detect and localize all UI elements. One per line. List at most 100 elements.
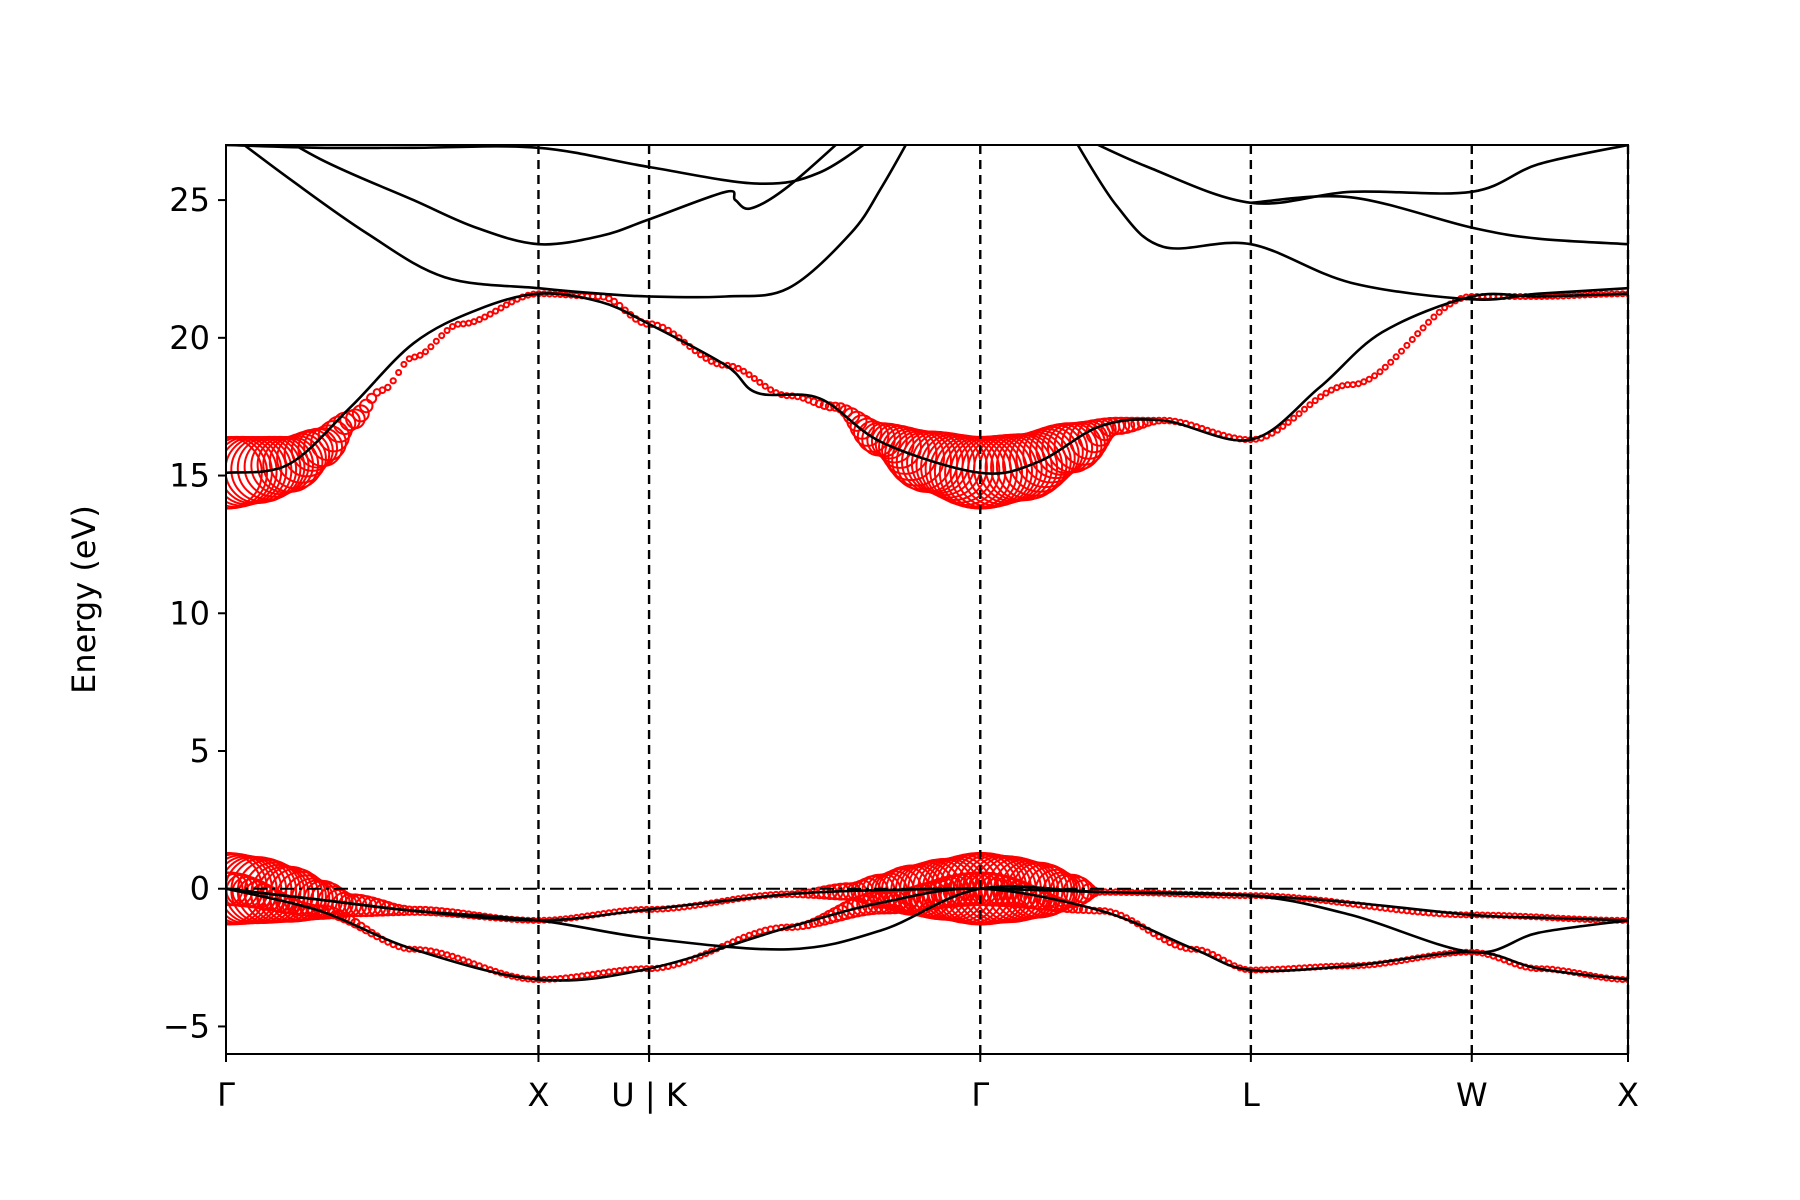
projection-point	[303, 879, 344, 920]
projection-point	[1112, 416, 1131, 435]
projection-point	[475, 316, 483, 323]
projection-point	[1419, 324, 1427, 332]
projection-point	[1306, 401, 1314, 409]
band-line	[226, 145, 866, 186]
projection-point	[1106, 416, 1125, 436]
y-tick-label: 15	[169, 457, 210, 495]
projection-point	[438, 332, 446, 340]
y-tick-label: 20	[169, 319, 210, 357]
projection-point	[1166, 939, 1174, 947]
projection-point	[1130, 416, 1145, 431]
projection-point	[702, 354, 710, 362]
projection-point	[384, 383, 392, 392]
projection-point	[432, 337, 440, 345]
projection-point	[345, 408, 366, 430]
k-point-label: Γ	[971, 1076, 989, 1114]
projection-point	[1301, 405, 1308, 413]
projection-point	[1035, 891, 1056, 911]
projection-point	[1365, 375, 1373, 383]
y-axis: −5 0 5 10 15 20 25	[163, 181, 226, 1045]
y-axis-label: Energy (eV)	[65, 505, 103, 694]
projection-point	[1136, 416, 1149, 429]
y-tick-label: 25	[169, 181, 210, 219]
projection-point	[416, 351, 424, 359]
projection-point	[378, 386, 387, 395]
projection-point	[740, 367, 748, 375]
band-line	[1076, 145, 1628, 301]
y-tick-label: 0	[190, 870, 210, 908]
projection-point	[814, 399, 824, 409]
projection-point	[884, 427, 938, 482]
projection-point	[366, 392, 378, 404]
projection-point	[486, 310, 494, 318]
projection-point	[389, 377, 397, 385]
projection-point	[395, 369, 403, 376]
projection-point	[1392, 353, 1400, 361]
projection-point	[1143, 416, 1154, 427]
projection-point	[1322, 389, 1330, 397]
projection-point	[1381, 363, 1389, 371]
projection-point	[268, 434, 324, 490]
projection-point	[808, 917, 819, 928]
projection-point	[1360, 378, 1368, 386]
projection-point	[492, 307, 500, 315]
projection-point	[1430, 313, 1438, 321]
y-tick-label: 10	[169, 594, 210, 632]
projection-point	[761, 382, 769, 390]
plot-frame	[225, 144, 1629, 1055]
projection-point	[1311, 397, 1319, 405]
projection-point	[1042, 893, 1060, 912]
projection-point	[756, 378, 764, 386]
projection-point	[1376, 368, 1384, 376]
projection-point	[443, 327, 451, 334]
k-point-label: X	[1617, 1076, 1639, 1114]
x-axis: Γ X U | K Γ L W X	[217, 1054, 1639, 1114]
projection-point	[1279, 422, 1287, 430]
projection-point	[1425, 318, 1432, 326]
projection-point	[1435, 308, 1443, 316]
projection-point	[1398, 347, 1405, 355]
projection-point	[470, 318, 478, 326]
y-tick-label: 5	[190, 732, 210, 770]
projection-point	[422, 348, 429, 356]
k-point-label: U | K	[611, 1076, 688, 1114]
band-line	[292, 145, 838, 246]
projection-point	[830, 401, 841, 412]
projection-point	[707, 357, 715, 365]
k-point-label: W	[1456, 1076, 1488, 1114]
projection-point	[1117, 416, 1136, 434]
projection-point	[1387, 358, 1395, 366]
projection-point	[767, 386, 775, 394]
projection-point	[878, 424, 922, 469]
projection-point	[481, 313, 489, 321]
projection-point	[427, 343, 435, 351]
band-line	[226, 292, 1628, 475]
projection-point	[729, 362, 737, 370]
projection-point	[745, 371, 753, 379]
projection-point	[310, 424, 347, 462]
y-tick-label: −5	[163, 1007, 210, 1045]
projection-point	[1295, 410, 1303, 418]
projection-point	[226, 871, 244, 907]
projection-point	[734, 364, 742, 372]
projection-point	[1408, 336, 1416, 343]
projection-point	[1327, 386, 1335, 394]
projection-point	[1284, 418, 1292, 426]
projection-point	[1371, 372, 1379, 380]
projection-point	[1317, 393, 1325, 401]
projection-point	[497, 304, 505, 312]
k-point-label: L	[1242, 1076, 1260, 1114]
projection-point	[750, 375, 758, 382]
k-point-label: X	[527, 1076, 549, 1114]
projection-point	[605, 294, 613, 303]
k-point-label: Γ	[217, 1076, 235, 1114]
projection-point	[400, 360, 408, 368]
projection-point	[1403, 341, 1411, 349]
band-line	[242, 145, 908, 299]
band-line	[1095, 145, 1628, 205]
projection-point	[846, 410, 868, 432]
projection-point	[449, 323, 456, 330]
projection-point	[303, 427, 344, 468]
